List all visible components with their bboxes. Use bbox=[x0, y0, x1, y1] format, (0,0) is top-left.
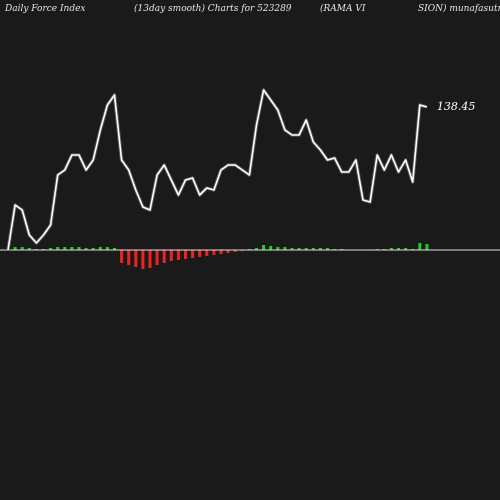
force-index-bar bbox=[120, 250, 124, 263]
force-index-bar bbox=[77, 247, 81, 250]
chart-title-part-4: SION) munafasutra.com bbox=[418, 3, 500, 14]
force-index-line bbox=[7, 89, 428, 251]
force-index-bar bbox=[176, 250, 180, 260]
force-index-bar bbox=[191, 250, 195, 258]
force-index-bar bbox=[311, 248, 315, 250]
force-index-bar bbox=[70, 247, 74, 250]
force-index-bar bbox=[297, 248, 301, 250]
force-index-bars bbox=[13, 243, 429, 269]
force-index-bar bbox=[404, 248, 408, 250]
force-index-bar bbox=[205, 250, 209, 256]
force-index-bar bbox=[134, 250, 138, 267]
force-index-bar bbox=[418, 243, 422, 250]
force-index-bar bbox=[318, 248, 322, 250]
force-index-bar bbox=[56, 247, 60, 250]
force-index-bar bbox=[63, 247, 67, 250]
force-index-bar bbox=[219, 250, 223, 254]
force-index-bar bbox=[290, 248, 294, 250]
force-index-bar bbox=[326, 248, 329, 250]
force-index-bar bbox=[162, 250, 166, 263]
chart-title-part-3: (RAMA VI bbox=[320, 3, 366, 14]
force-index-bar bbox=[169, 250, 173, 261]
force-index-bar bbox=[389, 248, 393, 250]
force-index-bar bbox=[91, 248, 95, 250]
force-index-bar bbox=[127, 250, 131, 265]
force-index-bar bbox=[49, 248, 53, 250]
force-index-bar bbox=[397, 248, 400, 250]
last-value-label: 138.45 bbox=[437, 100, 476, 113]
force-index-bar bbox=[13, 247, 17, 250]
force-index-bar bbox=[425, 244, 429, 250]
force-index-bar bbox=[233, 250, 237, 252]
force-index-bar bbox=[148, 250, 152, 268]
force-index-bar bbox=[269, 246, 273, 250]
force-index-bar bbox=[304, 248, 308, 250]
force-index-bar bbox=[212, 250, 216, 255]
force-index-bar bbox=[113, 248, 116, 250]
force-index-bar bbox=[105, 247, 109, 250]
force-index-bar bbox=[255, 248, 258, 250]
force-index-bar bbox=[141, 250, 145, 269]
force-index-bar bbox=[184, 250, 187, 259]
force-index-bar bbox=[276, 247, 280, 250]
force-index-bar bbox=[27, 248, 31, 250]
force-index-bar bbox=[283, 247, 287, 250]
chart-title-part-1: Daily Force Index bbox=[4, 4, 86, 14]
force-index-bar bbox=[155, 250, 159, 265]
chart-title-part-2: (13day smooth) Charts for 523289 bbox=[134, 3, 292, 14]
force-index-bar bbox=[262, 245, 266, 250]
force-index-bar bbox=[198, 250, 202, 257]
force-index-line-outline bbox=[6, 88, 428, 251]
force-index-bar bbox=[20, 247, 24, 250]
force-index-bar bbox=[98, 247, 102, 250]
force-index-bar bbox=[84, 248, 88, 250]
force-index-bar bbox=[226, 250, 230, 253]
